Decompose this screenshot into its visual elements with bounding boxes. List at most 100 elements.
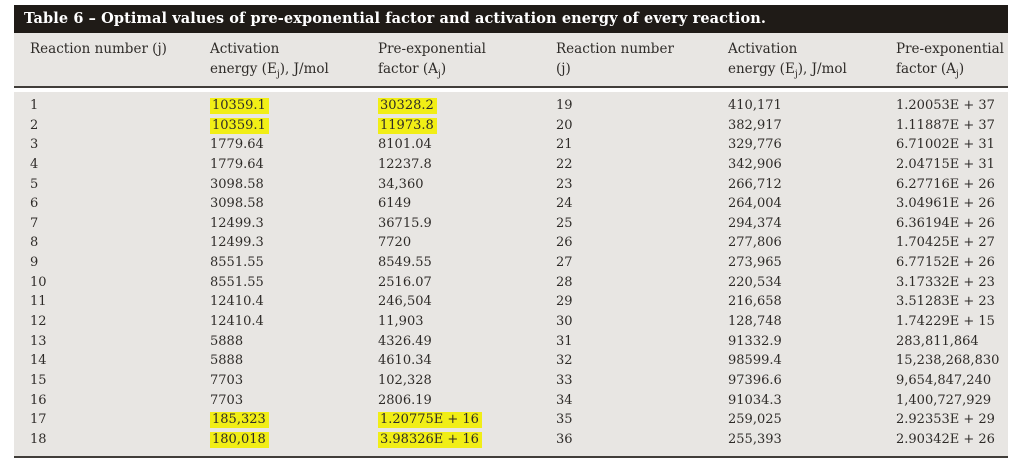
header-text: Reaction number (j) — [30, 41, 167, 57]
activation-energy: 5888 — [210, 353, 244, 369]
reaction-number: 31 — [556, 333, 573, 349]
header-divider-rule — [14, 86, 1008, 88]
pre-exponential-factor: 7720 — [378, 235, 412, 251]
pre-exponential-factor: 3.04961E + 26 — [896, 196, 995, 212]
highlight-mark: 1.20775E + 16 — [378, 412, 482, 429]
table-row: 7 12499.3 36715.9 25 294,374 6.36194E + 26 — [30, 214, 1008, 234]
highlight-mark: 10359.1 — [210, 117, 269, 134]
pre-exponential-factor: 246,504 — [378, 294, 432, 310]
pre-exponential-factor: 8549.55 — [378, 255, 432, 271]
header-text: ), J/mol — [279, 61, 329, 77]
table-header-row: Reaction number (j) Activation energy (E… — [14, 33, 1008, 86]
pre-exponential-factor: 6.36194E + 26 — [896, 215, 995, 231]
activation-energy: 10359.1 — [210, 96, 378, 116]
pre-exponential-factor: 8101.04 — [378, 137, 432, 153]
pre-exponential-factor: 102,328 — [378, 372, 432, 388]
pre-exponential-factor: 30328.2 — [378, 96, 556, 116]
pre-exponential-factor: 1.11887E + 37 — [896, 117, 995, 133]
pre-exponential-factor: 34,360 — [378, 176, 424, 192]
reaction-number: 34 — [556, 392, 573, 408]
pre-exponential-factor: 283,811,864 — [896, 333, 979, 349]
reaction-number: 7 — [30, 215, 39, 231]
activation-energy: 12410.4 — [210, 294, 264, 310]
activation-energy: 91034.3 — [728, 392, 782, 408]
reaction-number: 22 — [556, 156, 573, 172]
reaction-number: 17 — [30, 412, 47, 428]
header-text: energy (E — [728, 61, 795, 77]
reaction-number: 16 — [30, 392, 47, 408]
reaction-number: 21 — [556, 137, 573, 153]
activation-energy: 185,323 — [210, 410, 378, 430]
pre-exponential-factor: 9,654,847,240 — [896, 372, 992, 388]
reaction-number: 26 — [556, 235, 573, 251]
reaction-number: 8 — [30, 235, 39, 251]
pre-exponential-factor: 3.51283E + 23 — [896, 294, 995, 310]
reaction-number: 18 — [30, 431, 47, 447]
pre-exponential-factor: 1,400,727,929 — [896, 392, 992, 408]
table-row: 3 1779.64 8101.04 21 329,776 6.71002E + 31 — [30, 135, 1008, 155]
table-row: 5 3098.58 34,360 23 266,712 6.27716E + 26 — [30, 175, 1008, 195]
header-text: (j) — [556, 61, 571, 77]
activation-energy: 7703 — [210, 392, 244, 408]
table-row: 9 8551.55 8549.55 27 273,965 6.77152E + 26 — [30, 253, 1008, 273]
highlight-mark: 3.98326E + 16 — [378, 431, 482, 448]
reaction-number: 24 — [556, 196, 573, 212]
header-text: energy (E — [210, 61, 277, 77]
pre-exponential-factor: 4326.49 — [378, 333, 432, 349]
table-row: 12 12410.4 11,903 30 128,748 1.74229E + 15 — [30, 312, 1008, 332]
pre-exponential-factor: 6.27716E + 26 — [896, 176, 995, 192]
pre-exponential-factor: 1.74229E + 15 — [896, 314, 995, 330]
table-row: 14 5888 4610.34 32 98599.4 15,238,268,830 — [30, 351, 1008, 371]
pre-exponential-factor: 1.70425E + 27 — [896, 235, 995, 251]
header-gap — [14, 88, 1008, 92]
highlight-mark: 185,323 — [210, 412, 269, 429]
reaction-number: 32 — [556, 353, 573, 369]
reaction-number: 5 — [30, 176, 39, 192]
reaction-number: 29 — [556, 294, 573, 310]
highlight-mark: 10359.1 — [210, 98, 269, 114]
activation-energy: 97396.6 — [728, 372, 782, 388]
activation-energy: 216,658 — [728, 294, 782, 310]
table-row: 4 1779.64 12237.8 22 342,906 2.04715E + 31 — [30, 155, 1008, 175]
pre-exponential-factor: 3.17332E + 23 — [896, 274, 995, 290]
activation-energy: 8551.55 — [210, 274, 264, 290]
table-row: 16 7703 2806.19 34 91034.3 1,400,727,929 — [30, 391, 1008, 411]
table-title: Table 6 – Optimal values of pre-exponent… — [24, 10, 767, 27]
activation-energy: 255,393 — [728, 431, 782, 447]
reaction-number: 2 — [30, 117, 39, 133]
pre-exponential-factor: 1.20775E + 16 — [378, 410, 556, 430]
reaction-number: 33 — [556, 372, 573, 388]
pre-exponential-factor: 2.90342E + 26 — [896, 431, 995, 447]
activation-energy: 12499.3 — [210, 235, 264, 251]
column-header-preexponential-factor-left: Pre-exponential factor (Aj) — [378, 39, 556, 79]
pre-exponential-factor: 1.20053E + 37 — [896, 98, 995, 113]
highlight-mark: 30328.2 — [378, 98, 437, 114]
activation-energy: 8551.55 — [210, 255, 264, 271]
activation-energy: 91332.9 — [728, 333, 782, 349]
reaction-number: 19 — [556, 98, 573, 113]
reaction-number: 13 — [30, 333, 47, 349]
pre-exponential-factor: 6149 — [378, 196, 412, 212]
pre-exponential-factor: 36715.9 — [378, 215, 432, 231]
activation-energy: 277,806 — [728, 235, 782, 251]
column-header-reaction-number-right: Reaction number (j) — [556, 39, 728, 79]
table-title-bar: Table 6 – Optimal values of pre-exponent… — [14, 5, 1008, 33]
table-row: 15 7703 102,328 33 97396.6 9,654,847,240 — [30, 371, 1008, 391]
reaction-number: 14 — [30, 353, 47, 369]
activation-energy: 98599.4 — [728, 353, 782, 369]
reaction-number: 35 — [556, 412, 573, 428]
pre-exponential-factor: 2.92353E + 29 — [896, 412, 995, 428]
reaction-number: 15 — [30, 372, 47, 388]
activation-energy: 7703 — [210, 372, 244, 388]
pre-exponential-factor: 15,238,268,830 — [896, 353, 1000, 369]
header-text: Pre-exponential — [896, 41, 1004, 57]
table-row: 10 8551.55 2516.07 28 220,534 3.17332E + 23 — [30, 273, 1008, 293]
subscript-j: j — [794, 68, 798, 80]
table-row: 11 12410.4 246,504 29 216,658 3.51283E + 23 — [30, 292, 1008, 312]
subscript-j: j — [276, 68, 280, 80]
reaction-number: 36 — [556, 431, 573, 447]
activation-energy: 5888 — [210, 333, 244, 349]
activation-energy: 1779.64 — [210, 137, 264, 153]
activation-energy: 342,906 — [728, 156, 782, 172]
table-row: 6 3098.58 6149 24 264,004 3.04961E + 26 — [30, 194, 1008, 214]
